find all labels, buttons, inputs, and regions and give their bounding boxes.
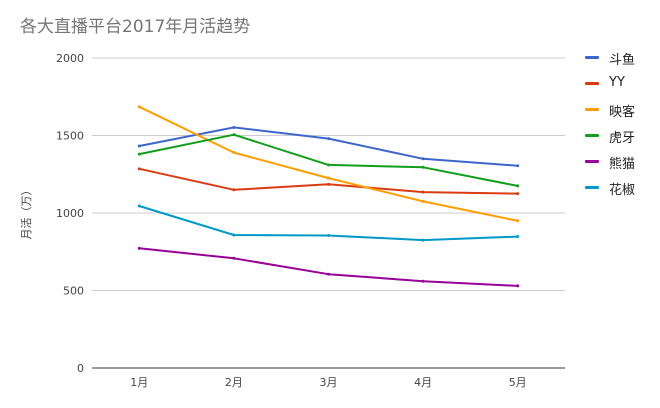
- y-tick-label: 500: [63, 285, 84, 298]
- legend-swatch: [585, 134, 599, 137]
- data-point: [232, 188, 236, 192]
- data-point: [327, 182, 330, 186]
- data-point: [137, 144, 141, 148]
- legend-item: 花椒: [583, 178, 658, 204]
- data-point: [327, 163, 330, 167]
- data-point: [516, 192, 520, 196]
- data-point: [516, 235, 520, 239]
- data-point: [232, 151, 236, 155]
- data-point: [137, 152, 141, 156]
- data-point: [232, 256, 236, 260]
- data-point: [421, 165, 425, 169]
- y-tick-label: 2000: [56, 52, 84, 65]
- legend-swatch: [585, 82, 599, 85]
- data-point: [421, 199, 425, 203]
- data-point: [327, 233, 330, 237]
- gridlines: [92, 57, 565, 369]
- data-point: [232, 133, 236, 137]
- x-axis-tick-labels: 1月 2月 3月 4月 5月: [130, 376, 526, 389]
- x-tick-label: 1月: [130, 376, 148, 389]
- data-point: [421, 238, 425, 242]
- x-tick-label: 3月: [320, 376, 338, 389]
- legend-label: 熊猫: [609, 157, 636, 172]
- legend: 斗鱼 YY 映客虎牙熊猫花椒: [583, 48, 658, 204]
- series-lines: [137, 105, 520, 288]
- y-axis-tick-labels: 0 500 1000 1500 2000: [56, 52, 84, 375]
- data-point: [137, 246, 141, 250]
- x-tick-label: 4月: [414, 376, 432, 389]
- legend-item: 虎牙: [583, 126, 658, 152]
- data-point: [421, 157, 425, 161]
- series-line-2: [139, 167, 518, 195]
- y-tick-label: 1000: [56, 207, 84, 220]
- legend-swatch: [585, 56, 599, 59]
- data-point: [516, 219, 520, 223]
- legend-label: 花椒: [609, 183, 636, 198]
- data-point: [421, 190, 425, 194]
- data-point: [137, 105, 141, 109]
- data-point: [327, 137, 330, 141]
- legend-swatch: [585, 160, 599, 163]
- y-axis-label: 月活（万）: [20, 185, 33, 240]
- series-line-1: [139, 126, 518, 167]
- legend-label: 映客: [609, 105, 636, 120]
- y-tick-label: 0: [77, 362, 84, 375]
- x-tick-label: 2月: [225, 376, 243, 389]
- legend-label: 斗鱼: [609, 53, 636, 68]
- data-point: [137, 167, 141, 171]
- legend-label: YY: [609, 75, 625, 90]
- data-point: [327, 176, 330, 180]
- data-point: [516, 164, 520, 168]
- series-line-5: [139, 247, 518, 287]
- data-point: [421, 279, 425, 283]
- data-point: [516, 284, 520, 288]
- data-point: [327, 272, 330, 276]
- legend-item: 斗鱼: [583, 48, 658, 74]
- data-point: [232, 233, 236, 237]
- data-point: [516, 184, 520, 188]
- legend-item: 熊猫: [583, 152, 658, 178]
- legend-item: YY: [583, 74, 658, 100]
- legend-item: 映客: [583, 100, 658, 126]
- x-tick-label: 5月: [509, 376, 527, 389]
- legend-swatch: [585, 186, 599, 189]
- chart-title: 各大直播平台2017年月活趋势: [20, 17, 251, 37]
- data-point: [232, 125, 236, 129]
- data-point: [137, 204, 141, 208]
- y-tick-label: 1500: [56, 130, 84, 143]
- legend-label: 虎牙: [609, 131, 636, 146]
- legend-swatch: [585, 108, 599, 111]
